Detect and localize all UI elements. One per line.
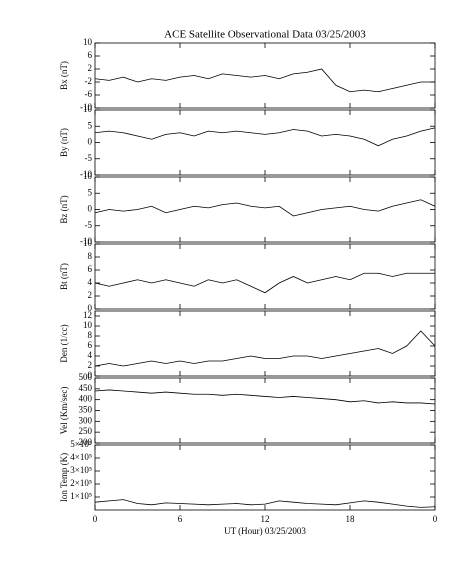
chart-title: ACE Satellite Observational Data 03/25/2… [164,29,366,41]
x-axis-label: UT (Hour) 03/25/2003 [224,526,306,536]
y-tick-label: 450 [79,383,93,393]
data-line [94,127,436,147]
data-line [94,330,436,367]
panel-frame [94,310,436,377]
y-tick-label: 8 [88,251,93,261]
data-line [94,499,436,508]
y-tick-label: 5×10⁵ [70,439,92,449]
y-axis-label: Bx (nT) [59,61,69,90]
y-tick-label: 2 [88,290,93,300]
panel-frame [94,243,436,310]
x-tick-label: 18 [346,514,356,524]
panel-frame [94,377,436,444]
data-line [94,389,436,405]
x-tick-label: 6 [178,514,183,524]
y-tick-label: 2×10⁵ [70,478,92,488]
x-tick-label: 0 [93,514,98,524]
y-tick-label: 10 [83,37,93,47]
y-axis-label: Vel (Km/sec) [59,387,69,435]
y-tick-label: -5 [85,153,93,163]
y-tick-label: 4×10⁵ [70,452,92,462]
y-tick-label: 8 [88,330,93,340]
y-tick-label: 6 [88,50,93,60]
y-tick-label: 6 [88,264,93,274]
y-tick-label: 5 [88,120,93,130]
y-tick-label: 10 [83,238,93,248]
y-tick-label: 4 [88,350,93,360]
y-tick-label: 0 [88,370,93,380]
y-tick-label: 250 [79,426,93,436]
y-axis-label: Bz (nT) [59,195,69,223]
y-tick-label: 0 [88,137,93,147]
y-tick-label: 2 [88,63,93,73]
y-tick-label: -5 [85,220,93,230]
y-tick-label: 200 [79,437,93,447]
panel-frame [94,444,436,511]
data-line [94,199,436,217]
y-tick-label: -2 [85,76,93,86]
y-tick-label: 6 [88,340,93,350]
y-tick-label: 0 [88,204,93,214]
y-axis-label: Ion Temp (K) [59,453,69,502]
y-axis-label: Den (1/cc) [59,324,69,362]
y-tick-label: -10 [80,236,92,246]
y-tick-label: 2 [88,360,93,370]
y-tick-label: 10 [83,104,93,114]
y-tick-label: 300 [79,415,93,425]
data-line [94,68,435,93]
data-line [94,272,435,294]
y-tick-label: 500 [79,372,93,382]
y-axis-label: By (nT) [59,128,69,157]
x-tick-label: 12 [261,514,270,524]
y-tick-label: 350 [79,405,93,415]
y-tick-label: 1×10⁵ [70,491,92,501]
y-tick-label: 4 [88,277,93,287]
y-tick-label: 10 [83,171,93,181]
y-tick-label: 5 [88,187,93,197]
y-tick-label: 400 [79,394,93,404]
y-tick-label: 0 [88,303,93,313]
y-axis-label: Bt (nT) [59,263,69,290]
y-tick-label: -10 [80,169,92,179]
y-tick-label: -6 [85,89,93,99]
y-tick-label: 3×10⁵ [70,465,92,475]
y-tick-label: 12 [83,310,92,320]
x-tick-label: 0 [433,514,438,524]
y-tick-label: -10 [80,102,92,112]
panel-frame [94,109,436,176]
y-tick-label: 10 [83,320,93,330]
